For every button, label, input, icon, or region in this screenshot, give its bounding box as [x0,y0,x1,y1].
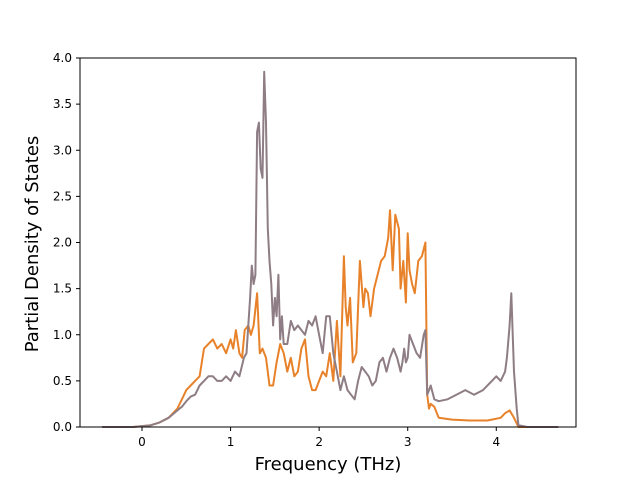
x-tick-label: 1 [227,435,235,449]
plot-frame [79,57,577,428]
y-tick-label: 4.0 [53,51,72,65]
y-axis-label: Partial Density of States [22,136,43,353]
x-axis-ticks: 0 1 2 3 4 [138,427,500,449]
series-layer [102,70,559,428]
x-tick-label: 2 [315,435,323,449]
x-tick-label: 3 [404,435,412,449]
y-tick-label: 0.5 [53,374,72,388]
x-tick-label: 0 [138,435,146,449]
x-tick-label: 4 [492,435,500,449]
y-tick-label: 2.5 [53,189,72,203]
y-tick-label: 2.0 [53,236,72,250]
plot-area [79,57,577,428]
y-tick-label: 0.0 [53,420,72,434]
y-tick-label: 1.5 [53,282,72,296]
series-line-1 [102,209,559,428]
y-tick-label: 1.0 [53,328,72,342]
y-tick-label: 3.0 [53,143,72,157]
series-line-2 [102,70,559,428]
x-axis-label: Frequency (THz) [255,454,402,475]
y-tick-label: 3.5 [53,97,72,111]
y-axis-ticks: 0.0 0.5 1.0 1.5 2.0 2.5 3.0 3.5 4.0 [53,51,80,434]
